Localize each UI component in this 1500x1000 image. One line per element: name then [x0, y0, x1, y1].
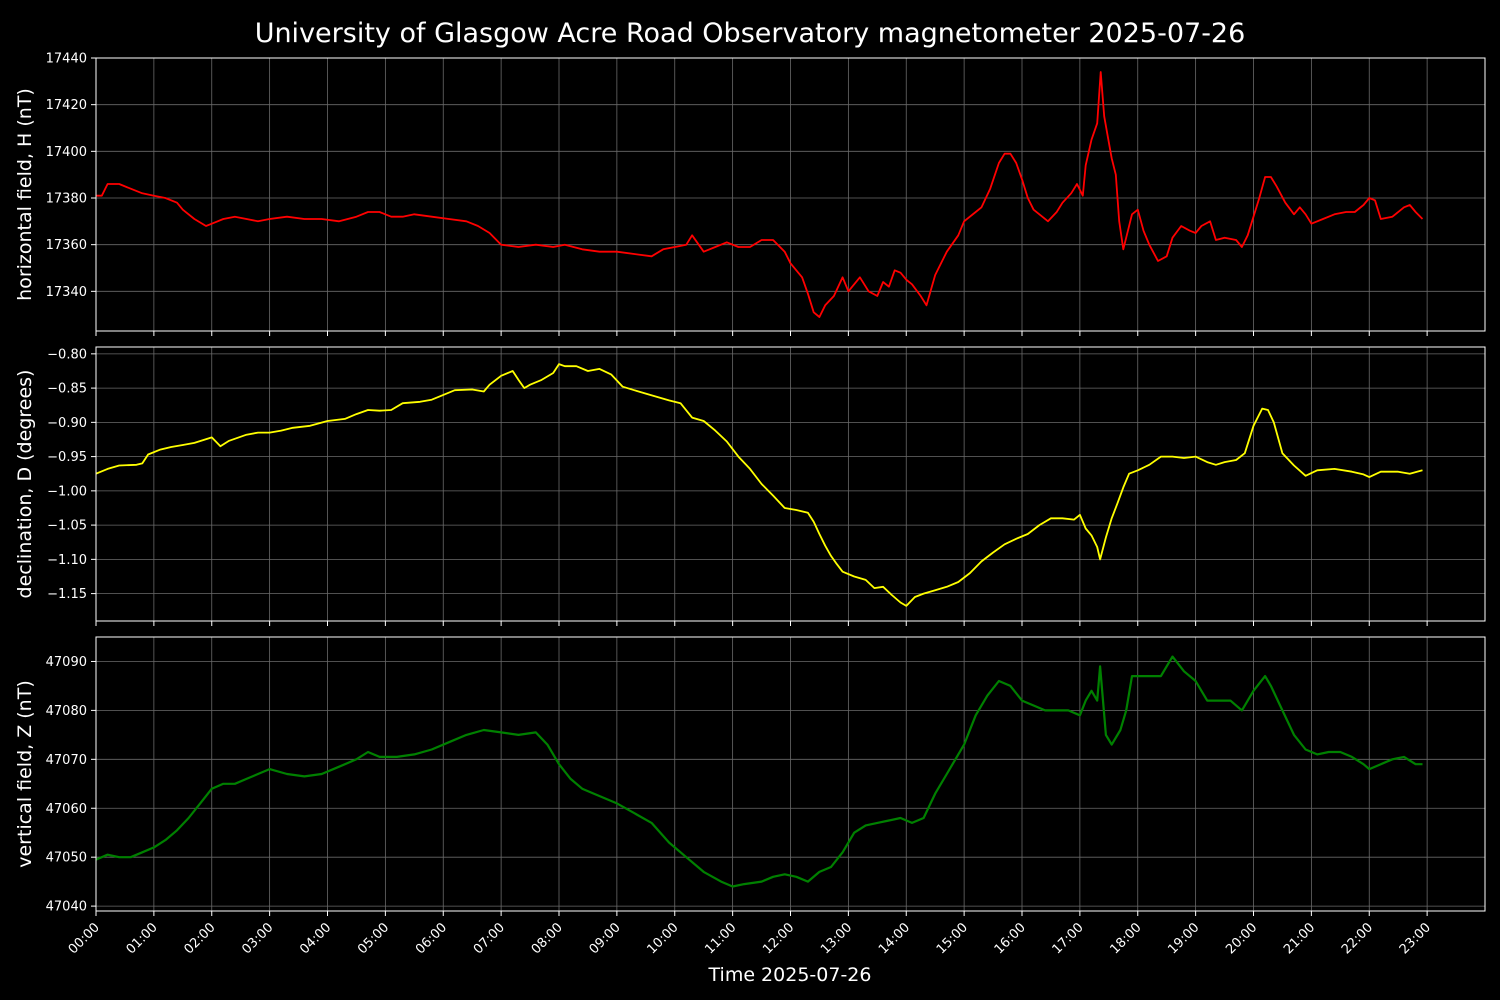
- y-tick-label: 47090: [46, 655, 87, 670]
- y-tick-label: 47080: [46, 704, 87, 719]
- y-tick-label: 17400: [46, 145, 87, 160]
- y-axis-label-Z: vertical field, Z (nT): [14, 680, 36, 868]
- series-line-D: [95, 363, 1423, 607]
- y-tick-label: −1.15: [47, 587, 87, 602]
- chart-title: University of Glasgow Acre Road Observat…: [255, 18, 1246, 49]
- y-tick-label: 47050: [46, 851, 87, 866]
- series-line-Z: [95, 655, 1423, 888]
- y-tick-label: 17420: [46, 98, 87, 113]
- y-tick-label: 47060: [46, 802, 87, 817]
- panel-D: −1.15 −1.10 −1.05 −1.00 −0.95 −0.90 −0.85 −0.80…: [14, 346, 1486, 626]
- y-tick-label: −1.00: [47, 484, 87, 499]
- y-tick-label: 47070: [46, 753, 87, 768]
- y-axis-label-H: horizontal field, H (nT): [14, 88, 36, 301]
- y-tick-label: −0.90: [47, 416, 87, 431]
- y-tick-label: −0.95: [47, 450, 87, 465]
- y-tick-label: −0.80: [47, 347, 87, 362]
- axes-frame: [95, 57, 1486, 332]
- axes-frame: [95, 636, 1486, 912]
- series-line-H: [96, 71, 1424, 318]
- panel-Z: 47040 47050 47060 47070 47080 47090 vertical f…: [14, 636, 1486, 916]
- y-tick-label: −1.10: [47, 553, 87, 568]
- y-axis-label-D: declination, D (degrees): [14, 370, 36, 599]
- y-tick-label: 47040: [46, 900, 87, 915]
- y-tick-label: 17440: [46, 52, 87, 67]
- y-tick-label: 17340: [46, 285, 87, 300]
- y-tick-label: −0.85: [47, 382, 87, 397]
- panel-H: 17340 17360 17380 17400 17420 17440 horizontal…: [14, 52, 1486, 336]
- axes-frame: [95, 346, 1486, 622]
- x-axis-label: Time 2025-07-26: [708, 964, 872, 986]
- y-tick-label: 17360: [46, 238, 87, 253]
- y-tick-label: −1.05: [47, 519, 87, 534]
- y-tick-label: 17380: [46, 192, 87, 207]
